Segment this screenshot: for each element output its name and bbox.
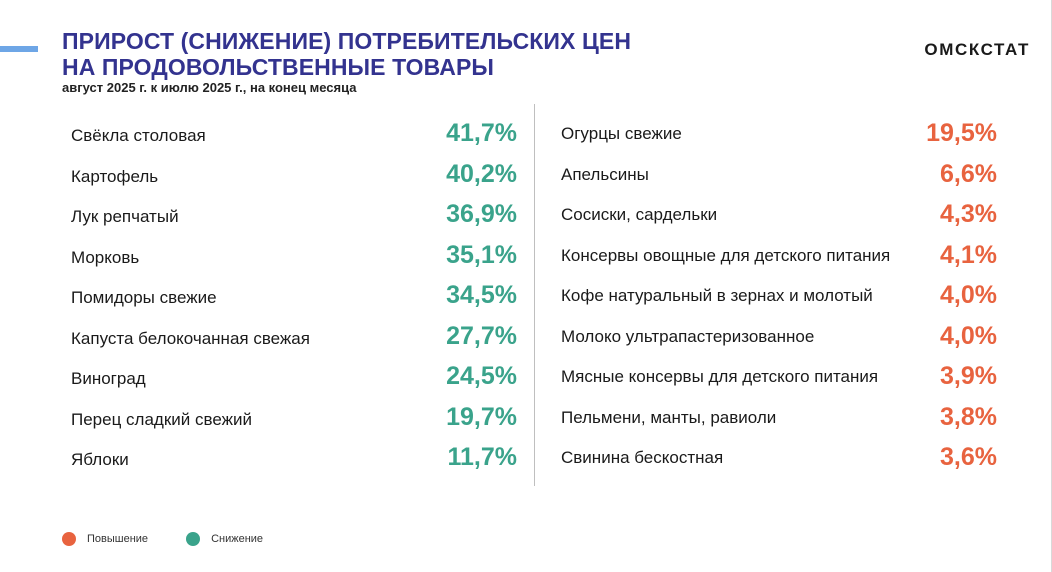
item-value: 4,3% (940, 200, 997, 228)
item-value: 3,8% (940, 402, 997, 431)
item-name: Мясные консервы для детского питания (561, 367, 879, 386)
list-item: Перец сладкий свежий 19,7% (71, 398, 517, 439)
decrease-list: Свёкла столовая 41,7% Картофель 40,2% Лу… (71, 114, 517, 479)
item-value: 4,0% (940, 321, 997, 350)
item-name: Перец сладкий свежий (71, 409, 252, 429)
item-name: Свинина бескостная (561, 448, 724, 467)
item-value: 4,0% (940, 281, 997, 309)
list-item: Сосиски, сардельки 4,3% (561, 195, 997, 236)
item-name: Виноград (71, 369, 146, 388)
item-name: Лук репчатый (71, 207, 179, 226)
item-value: 41,7% (446, 119, 517, 147)
item-value: 36,9% (446, 200, 517, 228)
title-line-2: НА ПРОДОВОЛЬСТВЕННЫЕ ТОВАРЫ (62, 54, 494, 80)
list-item: Пельмени, манты, равиоли 3,8% (561, 398, 997, 439)
column-divider (534, 104, 535, 486)
list-item: Кофе натуральный в зернах и молотый 4,0% (561, 276, 997, 317)
item-value: 27,7% (446, 321, 517, 350)
item-name: Яблоки (71, 450, 129, 469)
increase-list: Огурцы свежие 19,5% Апельсины 6,6% Сосис… (561, 114, 997, 479)
item-name: Консервы овощные для детского питания (561, 245, 891, 265)
list-item: Консервы овощные для детского питания 4,… (561, 236, 997, 277)
list-item: Лук репчатый 36,9% (71, 195, 517, 236)
legend-label-increase: Повышение (87, 533, 149, 545)
list-item: Свинина бескостная 3,6% (561, 438, 997, 479)
increase-dot-icon (62, 532, 76, 546)
list-item: Огурцы свежие 19,5% (561, 114, 997, 155)
item-name: Огурцы свежие (561, 124, 682, 143)
legend-item-increase: Повышение (62, 532, 148, 546)
list-item: Молоко ультрапастеризованное 4,0% (561, 317, 997, 358)
list-item: Свёкла столовая 41,7% (71, 114, 517, 155)
omskstat-logo: ОМСКСТАТ (924, 40, 1030, 59)
item-value: 40,2% (446, 159, 517, 188)
decrease-dot-icon (186, 532, 201, 546)
list-item: Яблоки 11,7% (71, 438, 517, 479)
legend: Повышение Снижение (62, 532, 301, 546)
item-value: 19,7% (446, 402, 517, 431)
item-name: Пельмени, манты, равиоли (561, 407, 777, 427)
page-subtitle: август 2025 г. к июлю 2025 г., на конец … (62, 80, 357, 95)
item-value: 35,1% (446, 240, 517, 269)
legend-item-decrease: Снижение (186, 532, 263, 546)
item-name: Молоко ультрапастеризованное (561, 326, 815, 346)
list-item: Картофель 40,2% (71, 155, 517, 196)
list-item: Мясные консервы для детского питания 3,9… (561, 357, 997, 398)
item-value: 6,6% (940, 159, 997, 188)
page-title: ПРИРОСТ (СНИЖЕНИЕ) ПОТРЕБИТЕЛЬСКИХ ЦЕН Н… (62, 28, 631, 80)
item-name: Морковь (71, 247, 140, 267)
item-name: Кофе натуральный в зернах и молотый (561, 286, 873, 305)
item-value: 4,1% (940, 240, 997, 269)
list-item: Виноград 24,5% (71, 357, 517, 398)
list-item: Морковь 35,1% (71, 236, 517, 277)
legend-label-decrease: Снижение (211, 533, 264, 545)
item-name: Апельсины (561, 164, 649, 184)
item-value: 34,5% (446, 281, 517, 309)
list-item: Капуста белокочанная свежая 27,7% (71, 317, 517, 358)
accent-bar (0, 46, 38, 52)
list-item: Помидоры свежие 34,5% (71, 276, 517, 317)
item-name: Картофель (71, 166, 159, 186)
item-name: Сосиски, сардельки (561, 205, 718, 224)
item-name: Капуста белокочанная свежая (71, 328, 310, 348)
item-value: 3,6% (940, 443, 997, 471)
item-value: 11,7% (447, 443, 517, 471)
item-name: Помидоры свежие (71, 288, 217, 307)
item-value: 24,5% (446, 362, 517, 390)
item-value: 3,9% (940, 362, 997, 390)
list-item: Апельсины 6,6% (561, 155, 997, 196)
item-name: Свёкла столовая (71, 126, 206, 145)
title-line-1: ПРИРОСТ (СНИЖЕНИЕ) ПОТРЕБИТЕЛЬСКИХ ЦЕН (62, 28, 632, 54)
item-value: 19,5% (926, 119, 997, 147)
